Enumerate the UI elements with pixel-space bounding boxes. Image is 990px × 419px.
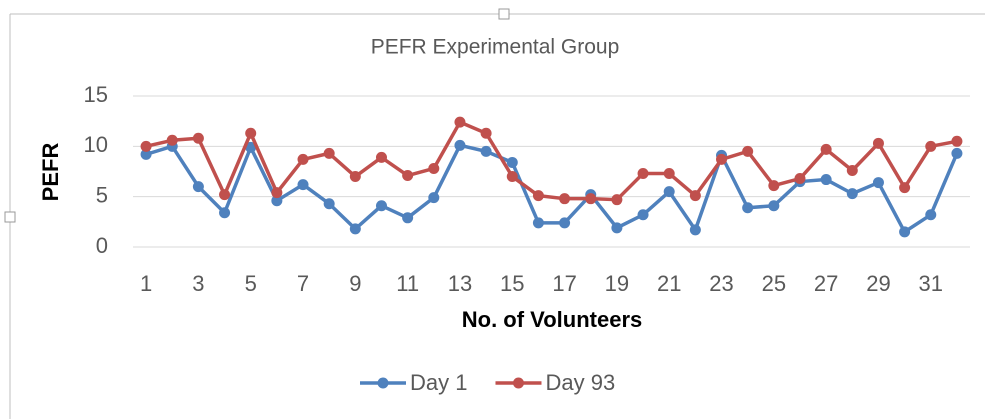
x-tick-label: 7 bbox=[297, 271, 309, 296]
x-tick-label: 3 bbox=[192, 271, 204, 296]
data-point bbox=[480, 127, 492, 139]
data-point bbox=[375, 200, 387, 212]
data-point bbox=[454, 139, 466, 151]
legend-marker bbox=[512, 377, 524, 389]
x-tick-label: 11 bbox=[396, 271, 419, 296]
data-point bbox=[846, 188, 858, 200]
x-tick-label: 19 bbox=[605, 271, 629, 296]
data-point bbox=[219, 189, 231, 201]
data-point bbox=[245, 141, 257, 153]
data-point bbox=[506, 171, 518, 183]
x-tick-label: 27 bbox=[814, 271, 838, 296]
y-tick-label: 10 bbox=[84, 132, 108, 157]
data-point bbox=[428, 162, 440, 174]
data-point bbox=[637, 209, 649, 221]
data-point bbox=[271, 195, 283, 207]
data-point bbox=[637, 168, 649, 180]
data-point bbox=[611, 194, 623, 206]
data-point bbox=[846, 164, 858, 176]
data-point bbox=[611, 222, 623, 234]
data-point bbox=[297, 153, 309, 165]
data-point bbox=[585, 193, 597, 205]
data-point bbox=[402, 212, 414, 224]
data-point bbox=[820, 174, 832, 186]
data-point bbox=[951, 147, 963, 159]
data-point bbox=[480, 145, 492, 157]
data-point bbox=[742, 145, 754, 157]
data-point bbox=[323, 198, 335, 210]
x-tick-label: 1 bbox=[140, 271, 152, 296]
legend-marker bbox=[377, 377, 389, 389]
data-point bbox=[951, 135, 963, 147]
y-tick-label: 5 bbox=[96, 182, 108, 207]
y-tick-label: 15 bbox=[84, 82, 108, 107]
data-point bbox=[506, 156, 518, 168]
data-point bbox=[820, 143, 832, 155]
data-point bbox=[140, 148, 152, 160]
x-tick-label: 21 bbox=[657, 271, 681, 296]
x-axis-title: No. of Volunteers bbox=[462, 307, 643, 332]
data-point bbox=[375, 151, 387, 163]
x-tick-label: 9 bbox=[349, 271, 361, 296]
data-point bbox=[245, 127, 257, 139]
x-tick-label: 29 bbox=[866, 271, 890, 296]
data-point bbox=[454, 116, 466, 128]
data-point bbox=[297, 179, 309, 191]
data-point bbox=[768, 180, 780, 192]
data-point bbox=[559, 217, 571, 229]
y-axis-title: PEFR bbox=[38, 143, 63, 202]
series-line bbox=[145, 120, 958, 202]
x-tick-label: 5 bbox=[245, 271, 257, 296]
data-point bbox=[899, 226, 911, 238]
data-point bbox=[532, 217, 544, 229]
data-point bbox=[716, 153, 728, 165]
data-point bbox=[768, 200, 780, 212]
data-point bbox=[925, 209, 937, 221]
legend-label: Day 93 bbox=[545, 370, 615, 395]
data-point bbox=[349, 171, 361, 183]
resize-handle[interactable] bbox=[498, 8, 510, 20]
x-tick-label: 15 bbox=[500, 271, 524, 296]
data-point bbox=[349, 223, 361, 235]
data-point bbox=[872, 137, 884, 149]
x-tick-label: 17 bbox=[552, 271, 576, 296]
resize-handle[interactable] bbox=[4, 211, 16, 223]
data-point bbox=[742, 202, 754, 214]
data-point bbox=[532, 190, 544, 202]
data-point bbox=[794, 173, 806, 185]
data-point bbox=[559, 193, 571, 205]
legend: Day 1 Day 93 bbox=[360, 370, 615, 395]
data-point bbox=[192, 132, 204, 144]
data-point bbox=[219, 207, 231, 219]
y-tick-label: 0 bbox=[96, 233, 108, 258]
data-point bbox=[140, 140, 152, 152]
chart-title: PEFR Experimental Group bbox=[371, 36, 620, 59]
data-point bbox=[323, 147, 335, 159]
data-point bbox=[428, 192, 440, 204]
data-point bbox=[402, 170, 414, 182]
legend-label: Day 1 bbox=[410, 370, 467, 395]
data-point bbox=[663, 186, 675, 198]
data-point bbox=[689, 190, 701, 202]
data-point bbox=[872, 177, 884, 189]
data-point bbox=[899, 182, 911, 194]
data-point bbox=[271, 187, 283, 199]
data-point bbox=[925, 140, 937, 152]
data-point bbox=[689, 224, 701, 236]
data-point bbox=[166, 134, 178, 146]
x-tick-label: 31 bbox=[919, 271, 943, 296]
x-tick-label: 23 bbox=[709, 271, 733, 296]
x-tick-label: 25 bbox=[762, 271, 786, 296]
data-point bbox=[192, 181, 204, 193]
x-tick-label: 13 bbox=[448, 271, 472, 296]
data-point bbox=[663, 168, 675, 180]
